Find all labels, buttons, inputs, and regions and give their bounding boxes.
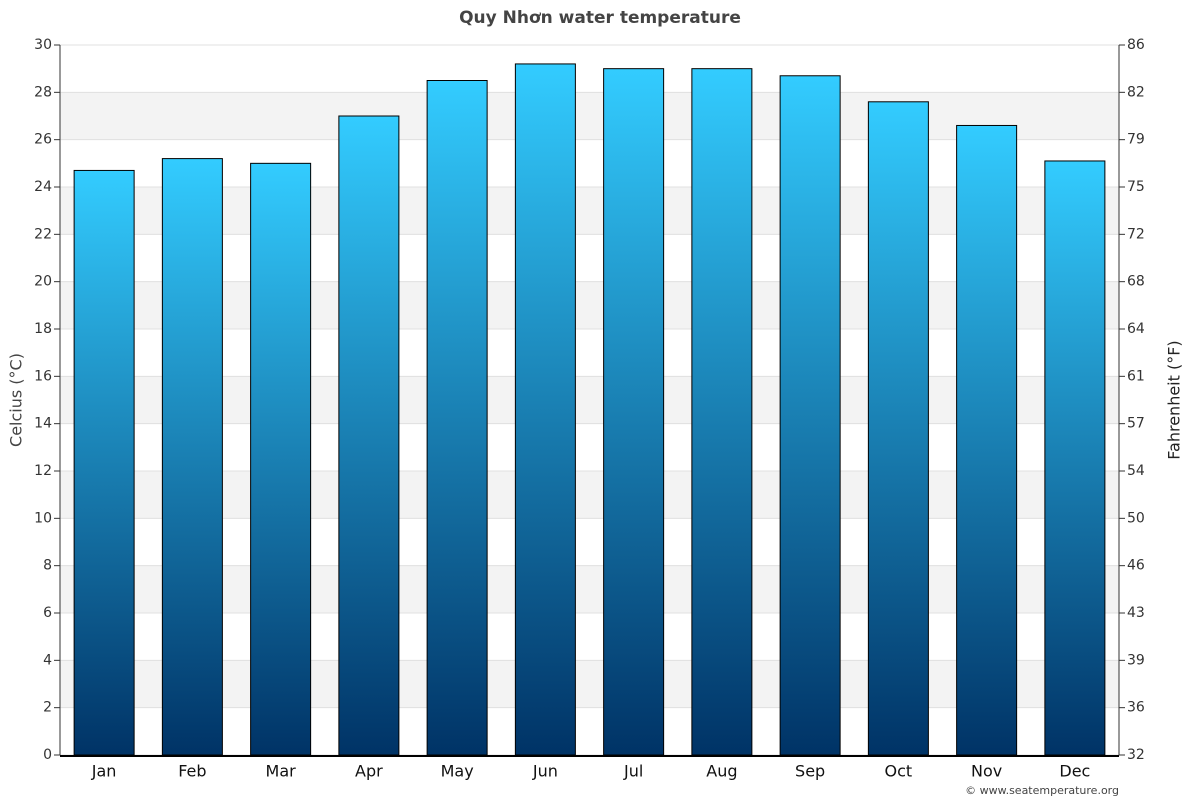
bar — [338, 115, 400, 756]
y-tick-label: 24 — [34, 179, 52, 195]
chart-title: Quy Nhơn water temperature — [459, 8, 741, 28]
y-tick-label: 10 — [34, 510, 52, 526]
y2-tick-label: 86 — [1127, 37, 1145, 53]
x-tick-label: Jun — [532, 762, 558, 781]
bar — [73, 169, 135, 756]
y2-tick-label: 61 — [1127, 368, 1145, 384]
grid-band — [60, 281, 1119, 329]
bar — [250, 162, 312, 756]
bar — [779, 75, 841, 756]
y-tick-label: 4 — [43, 652, 52, 668]
y-tick-label: 20 — [34, 274, 52, 290]
y2-tick-label: 50 — [1127, 510, 1145, 526]
y-tick-label: 28 — [34, 84, 52, 100]
y2-tick-label: 75 — [1127, 179, 1145, 195]
x-tick-label: Apr — [355, 762, 383, 781]
y-tick-label: 16 — [34, 368, 52, 384]
y-tick-label: 26 — [34, 132, 52, 148]
y-tick-label: 6 — [43, 605, 52, 621]
bar — [867, 101, 929, 756]
bar — [161, 158, 223, 756]
x-tick-label: Sep — [795, 762, 825, 781]
x-tick-label: Feb — [178, 762, 206, 781]
x-tick-label: Nov — [971, 762, 1002, 781]
y2-tick-label: 43 — [1127, 605, 1145, 621]
y2-tick-label: 46 — [1127, 558, 1145, 574]
grid-band — [60, 660, 1119, 708]
y2-tick-label: 64 — [1127, 321, 1145, 337]
bar — [956, 124, 1018, 756]
grid-band — [60, 376, 1119, 424]
y2-axis-label: Fahrenheit (°F) — [1165, 340, 1184, 459]
grid-band — [60, 471, 1119, 519]
y2-tick-label: 57 — [1127, 416, 1145, 432]
y-tick-label: 22 — [34, 226, 52, 242]
bar — [603, 68, 665, 756]
y-tick-label: 30 — [34, 37, 52, 53]
y2-tick-label: 32 — [1127, 747, 1145, 763]
y-tick-label: 0 — [43, 747, 52, 763]
bar — [514, 63, 576, 756]
bar — [426, 80, 488, 756]
y2-tick-label: 82 — [1127, 84, 1145, 100]
y-tick-label: 2 — [43, 700, 52, 716]
x-tick-label: Aug — [706, 762, 737, 781]
grid-band — [60, 92, 1119, 140]
grid-band — [60, 187, 1119, 235]
y2-tick-label: 36 — [1127, 700, 1145, 716]
y2-tick-label: 68 — [1127, 274, 1145, 290]
y-tick-label: 18 — [34, 321, 52, 337]
y-tick-label: 14 — [34, 416, 52, 432]
y2-tick-label: 72 — [1127, 226, 1145, 242]
x-tick-label: Jul — [623, 762, 643, 781]
bar — [1044, 160, 1106, 756]
x-tick-label: Oct — [885, 762, 913, 781]
x-tick-label: Dec — [1059, 762, 1090, 781]
x-tick-label: Jan — [91, 762, 117, 781]
y-tick-label: 12 — [34, 463, 52, 479]
y2-tick-label: 54 — [1127, 463, 1145, 479]
x-tick-label: May — [441, 762, 474, 781]
grid-band — [60, 565, 1119, 613]
y-tick-label: 8 — [43, 558, 52, 574]
credit: © www.seatemperature.org — [965, 784, 1119, 797]
x-tick-label: Mar — [266, 762, 297, 781]
bar — [691, 68, 753, 756]
y2-tick-label: 79 — [1127, 132, 1145, 148]
y2-tick-label: 39 — [1127, 652, 1145, 668]
y-axis-label: Celcius (°C) — [7, 353, 26, 447]
